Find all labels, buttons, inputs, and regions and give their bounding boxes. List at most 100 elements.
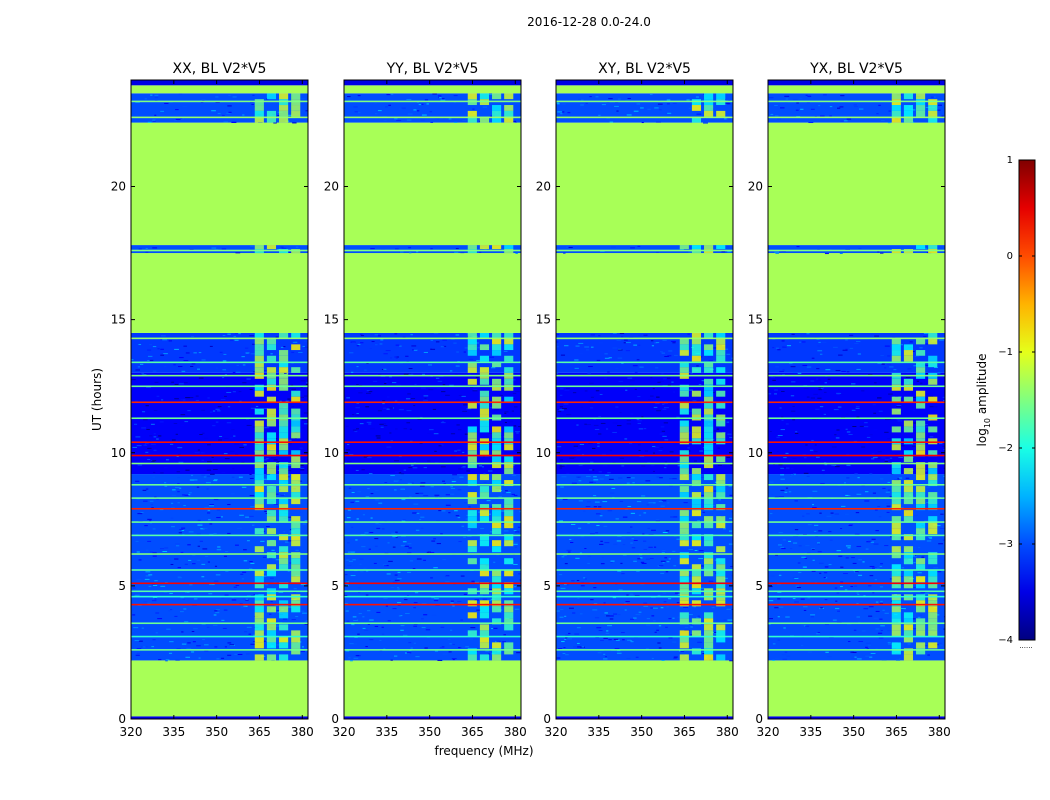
noise-speck [350,501,355,503]
noise-speck [161,399,164,401]
band-activity [716,570,726,577]
noise-speck [683,650,689,652]
noise-speck [925,106,931,108]
noise-speck [791,333,795,335]
noise-speck [156,438,159,440]
noise-speck [835,437,840,439]
noise-speck [402,533,408,535]
band-activity [467,600,477,607]
noise-speck [798,572,802,574]
band-activity [679,630,689,637]
noise-speck [287,114,292,116]
noise-speck [454,450,458,452]
noise-speck [250,102,254,104]
noise-speck [349,352,354,354]
noise-speck [346,397,350,399]
noise-speck [152,247,158,249]
noise-speck [431,540,436,542]
noise-speck [350,341,356,343]
noise-speck [877,505,881,507]
noise-speck [442,384,446,386]
noise-speck [451,477,455,479]
noise-speck [374,499,380,501]
noise-speck [174,348,179,350]
noise-speck [187,410,191,412]
time-band [131,85,308,94]
rfi-line [768,497,945,499]
noise-speck [804,558,808,560]
noise-speck [355,500,360,502]
band-activity [266,408,277,415]
band-activity [916,468,926,475]
band-activity [716,332,726,339]
noise-speck [571,539,575,541]
noise-speck [249,388,253,390]
noise-speck [895,453,898,455]
noise-speck [589,96,592,98]
band-activity [704,110,714,117]
noise-speck [606,117,610,119]
noise-speck [884,460,888,462]
noise-speck [658,450,663,452]
noise-speck [163,591,168,593]
noise-speck [854,533,860,535]
band-activity [903,344,914,351]
noise-speck [835,600,838,602]
noise-speck [277,114,281,116]
noise-speck [606,630,609,632]
noise-speck [277,424,280,426]
noise-speck [819,406,824,408]
noise-speck [824,599,828,601]
noise-speck [403,428,408,430]
band-activity [266,618,277,625]
noise-speck [303,449,308,451]
noise-speck [418,104,422,106]
noise-speck [772,659,775,661]
noise-speck [628,384,634,386]
noise-speck [662,403,665,405]
noise-speck [413,642,416,644]
noise-speck [788,540,792,542]
noise-speck [392,581,398,583]
noise-speck [180,424,184,426]
x-tick-label: 335 [162,725,185,739]
rfi-line [556,484,733,486]
noise-speck [197,524,203,526]
band-activity [266,378,277,385]
noise-speck [867,644,872,646]
noise-speck [936,532,941,534]
band-activity [279,636,289,643]
band-activity [492,522,502,529]
band-activity [691,367,702,373]
noise-speck [779,496,784,498]
noise-speck [406,652,412,654]
band-activity [492,480,502,487]
noise-speck [437,380,443,382]
band-activity [279,642,289,649]
band-activity [279,624,289,631]
noise-speck [718,499,721,501]
band-activity [266,606,277,613]
noise-speck [195,399,200,401]
band-activity [266,654,277,661]
noise-speck [697,641,703,643]
noise-speck [357,587,361,589]
noise-speck [434,530,438,532]
noise-speck [352,643,358,645]
noise-speck [477,347,480,349]
noise-speck [659,109,662,111]
noise-speck [413,602,418,604]
noise-speck [575,557,580,559]
noise-speck [876,113,879,115]
noise-speck [662,562,665,564]
band-activity [891,600,901,607]
band-activity [504,338,514,345]
noise-speck [185,397,190,399]
noise-speck [626,532,631,534]
noise-speck [274,464,279,466]
noise-speck [795,585,799,587]
noise-speck [838,354,843,356]
noise-speck [943,628,945,630]
